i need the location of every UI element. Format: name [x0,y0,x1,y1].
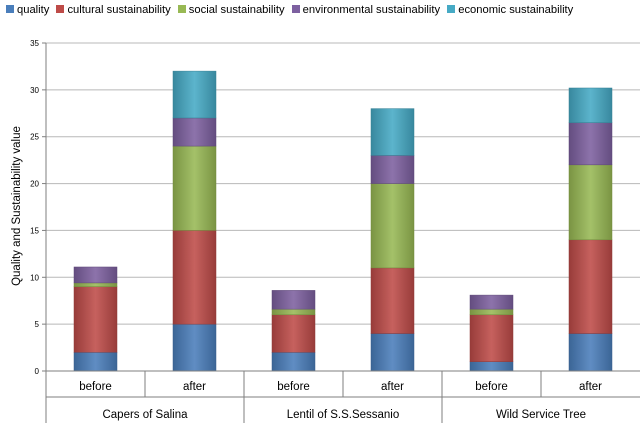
legend-label-cultural: cultural sustainability [67,4,171,16]
bar-segment-quality[interactable] [73,352,118,372]
bar-segment-quality[interactable] [271,352,316,372]
bar-segment-economic-sustainability[interactable] [568,87,613,123]
bar-segment-cultural-sustainability[interactable] [73,286,118,353]
y-tick-label: 10 [30,273,39,282]
bar-segment-cultural-sustainability[interactable] [469,314,514,362]
legend-item-quality[interactable]: quality [6,4,49,16]
x-tick-label: before [277,381,310,393]
legend-item-social[interactable]: social sustainability [177,4,285,16]
bar-segment-quality[interactable] [568,333,613,372]
bar-segment-social-sustainability[interactable] [469,308,514,316]
y-tick-label: 5 [35,320,40,329]
bar-segment-economic-sustainability[interactable] [370,108,415,156]
y-tick-label: 20 [30,180,39,189]
legend-label-quality: quality [17,4,50,16]
bar-segment-quality[interactable] [172,323,217,372]
legend-swatch-social [177,5,186,13]
gridlines [46,42,640,325]
bar-segment-cultural-sustainability[interactable] [370,267,415,334]
bar-segment-cultural-sustainability[interactable] [172,230,217,325]
bar-segment-environmental-sustainability[interactable] [172,117,217,147]
bar-segment-social-sustainability[interactable] [568,164,613,241]
bar-segment-economic-sustainability[interactable] [172,70,217,119]
legend-swatch-economic [447,5,456,13]
y-axis-title: Quality and Sustainability value [11,126,23,286]
group-label: Capers of Salina [102,409,188,421]
group-label: Wild Service Tree [496,409,586,421]
y-tick-label: 30 [30,86,39,95]
y-tick-label: 0 [35,367,40,376]
y-tick-label: 35 [30,39,39,48]
bar-segment-quality[interactable] [370,333,415,372]
x-tick-label: before [79,381,112,393]
bar-segment-environmental-sustainability[interactable] [469,294,514,310]
bar-segment-quality[interactable] [469,361,514,372]
x-tick-label: after [183,381,206,393]
legend-swatch-quality [6,5,14,13]
legend-label-environmental: environmental sustainability [302,4,441,16]
chart-legend: quality cultural sustainability social s… [6,4,644,16]
axis-labels: 0 5 10 15 20 25 30 35 before after before after befo… [30,39,602,421]
x-tick-label: after [381,381,404,393]
bar-segment-environmental-sustainability[interactable] [271,290,316,310]
bar-segment-social-sustainability[interactable] [370,183,415,269]
axes [42,42,640,423]
legend-item-economic[interactable]: economic sustainability [447,4,573,16]
bar-segment-social-sustainability[interactable] [271,308,316,316]
legend-label-economic: economic sustainability [458,4,574,16]
bars [73,70,613,372]
bar-segment-environmental-sustainability[interactable] [73,266,118,284]
legend-swatch-cultural [56,5,65,13]
group-label: Lentil of S.S.Sessanio [287,409,400,421]
legend-item-cultural[interactable]: cultural sustainability [56,4,171,16]
bar-segment-social-sustainability[interactable] [73,282,118,287]
bar-segment-cultural-sustainability[interactable] [568,239,613,334]
y-tick-label: 15 [30,226,39,235]
x-tick-label: before [475,381,508,393]
bar-segment-social-sustainability[interactable] [172,145,217,231]
y-tick-label: 25 [30,133,39,142]
legend-item-environmental[interactable]: environmental sustainability [291,4,441,16]
bar-segment-environmental-sustainability[interactable] [568,122,613,166]
bar-segment-cultural-sustainability[interactable] [271,314,316,353]
legend-swatch-environmental [291,5,300,13]
bar-segment-environmental-sustainability[interactable] [370,155,415,184]
legend-label-social: social sustainability [188,4,285,16]
x-tick-label: after [579,381,602,393]
